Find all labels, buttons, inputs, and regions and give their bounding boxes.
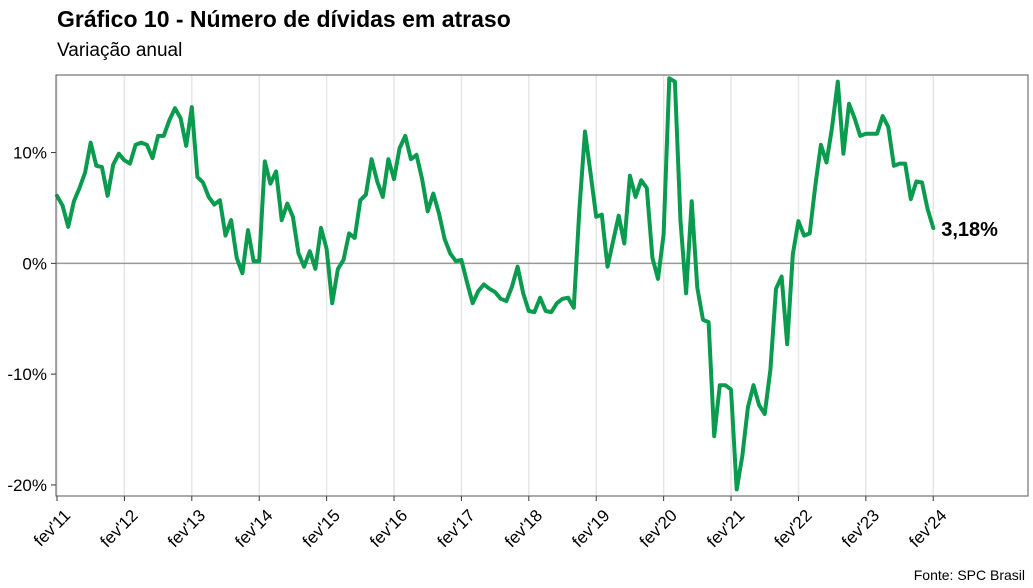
x-tick-label: fev'15	[299, 506, 344, 551]
y-axis: -20% -10% 0% 10%	[7, 144, 56, 495]
y-tick-label: 10%	[13, 144, 47, 163]
chart-title: Gráfico 10 - Número de dívidas em atraso	[57, 6, 511, 32]
x-tick-label: fev'13	[164, 506, 209, 551]
x-tick-label: fev'14	[231, 506, 276, 551]
plot-frame	[55, 74, 1029, 497]
x-tick-label: fev'19	[568, 506, 613, 551]
x-axis: fev'11 fev'12 fev'13 fev'14 fev'15 fev'16 fev'…	[30, 496, 951, 551]
x-tick-label: fev'18	[501, 506, 546, 551]
chart-subtitle: Variação anual	[57, 40, 183, 61]
x-tick-label: fev'20	[636, 506, 681, 551]
x-tick-label: fev'22	[771, 506, 816, 551]
y-tick-label: 0%	[22, 254, 47, 273]
vertical-gridlines	[56, 75, 935, 496]
source-note: Fonte: SPC Brasil	[913, 567, 1025, 583]
x-tick-label: fev'16	[366, 506, 411, 551]
x-tick-label: fev'24	[905, 506, 950, 551]
x-tick-label: fev'21	[703, 506, 748, 551]
last-value-label: 3,18%	[941, 219, 998, 241]
x-tick-label: fev'12	[97, 506, 142, 551]
y-tick-label: -20%	[7, 476, 47, 495]
x-tick-label: fev'23	[838, 506, 883, 551]
x-tick-label: fev'11	[30, 506, 74, 550]
y-tick-label: -10%	[7, 365, 47, 384]
series-line	[55, 76, 936, 492]
x-tick-label: fev'17	[434, 506, 479, 551]
